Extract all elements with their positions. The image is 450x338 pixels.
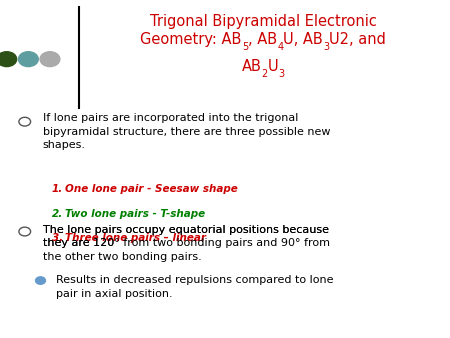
Text: Geometry: AB: Geometry: AB <box>140 32 242 47</box>
Text: 5: 5 <box>242 42 248 52</box>
Text: 3.: 3. <box>52 233 63 243</box>
Text: U: U <box>268 59 279 74</box>
Circle shape <box>0 52 17 67</box>
Text: Two lone pairs - T-shape: Two lone pairs - T-shape <box>65 209 205 219</box>
Text: AB: AB <box>242 59 262 74</box>
Text: One lone pair - Seesaw shape: One lone pair - Seesaw shape <box>65 184 238 194</box>
Circle shape <box>36 277 45 284</box>
Text: U, AB: U, AB <box>284 32 323 47</box>
Text: If lone pairs are incorporated into the trigonal
bipyramidal structure, there ar: If lone pairs are incorporated into the … <box>43 113 330 150</box>
Circle shape <box>18 52 38 67</box>
Circle shape <box>40 52 60 67</box>
Text: 3: 3 <box>279 69 285 79</box>
Text: , AB: , AB <box>248 32 277 47</box>
Text: 2: 2 <box>262 69 268 79</box>
Text: The lone pairs occupy equatorial positions because
they are 120: The lone pairs occupy equatorial positio… <box>43 225 329 248</box>
Text: 4: 4 <box>277 42 284 52</box>
Text: 3: 3 <box>323 42 329 52</box>
Text: Three lone pairs – linear: Three lone pairs – linear <box>65 233 206 243</box>
Text: U2, and: U2, and <box>329 32 386 47</box>
Text: The lone pairs occupy equatorial positions because
they are 120° from two bondin: The lone pairs occupy equatorial positio… <box>43 225 330 262</box>
Text: 1.: 1. <box>52 184 63 194</box>
Text: Trigonal Bipyramidal Electronic: Trigonal Bipyramidal Electronic <box>150 14 377 28</box>
Text: 2.: 2. <box>52 209 63 219</box>
Text: Results in decreased repulsions compared to lone
pair in axial position.: Results in decreased repulsions compared… <box>56 275 334 299</box>
